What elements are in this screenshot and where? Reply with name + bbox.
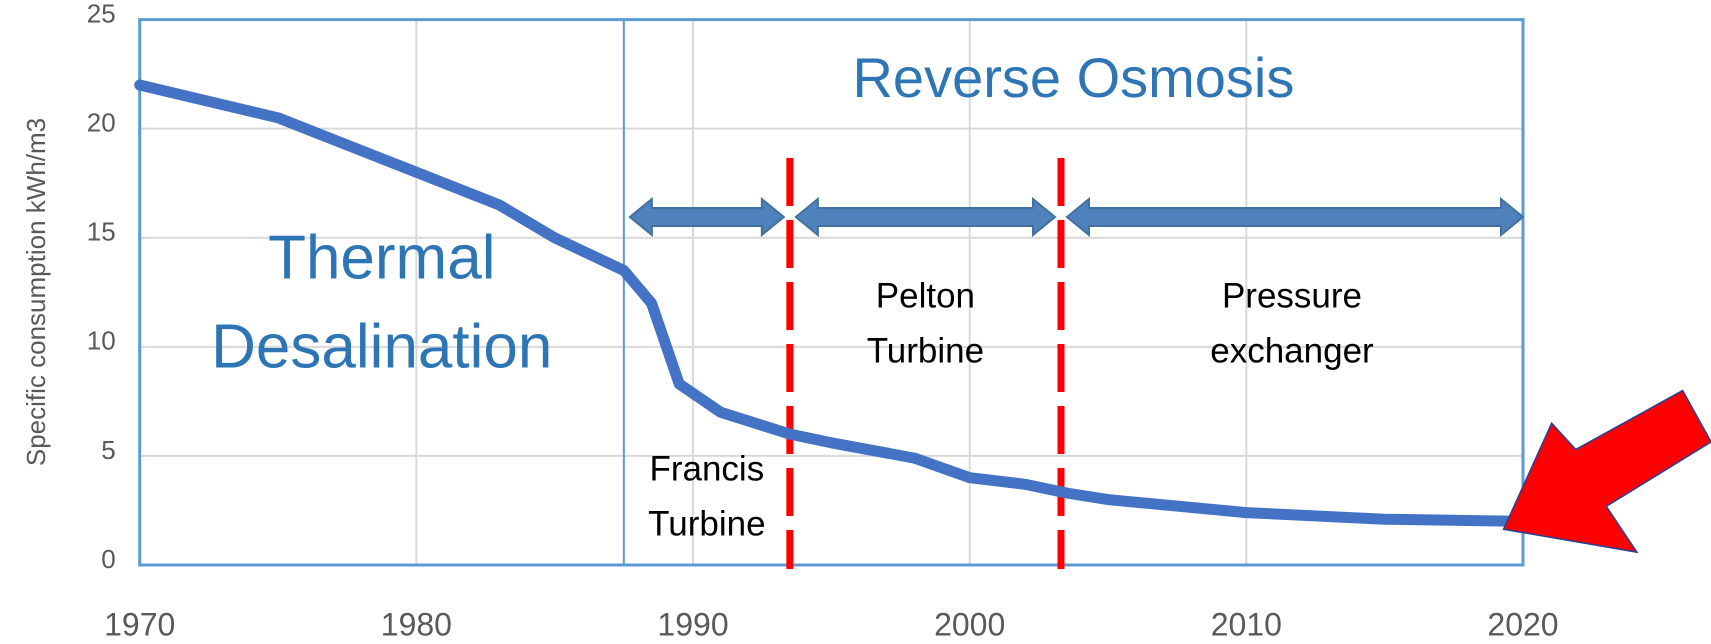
x-tick-label: 1970 bbox=[104, 606, 175, 642]
stage-label: Francis bbox=[649, 449, 764, 488]
x-tick-label: 2010 bbox=[1211, 606, 1282, 642]
y-tick-label: 25 bbox=[87, 0, 116, 28]
stage-label: Turbine bbox=[648, 504, 765, 543]
data-line bbox=[134, 79, 1529, 527]
era-label: Reverse Osmosis bbox=[852, 46, 1294, 109]
x-tick-label: 2020 bbox=[1487, 606, 1558, 642]
stage-label: Pressure bbox=[1222, 276, 1362, 315]
stage-label: exchanger bbox=[1210, 331, 1374, 370]
stage-arrow bbox=[628, 196, 786, 238]
era-label: Thermal bbox=[268, 223, 495, 292]
y-tick-label: 10 bbox=[87, 326, 116, 356]
plot-frame bbox=[138, 18, 1525, 567]
pointer-arrow bbox=[1502, 389, 1711, 554]
era-label: Desalination bbox=[211, 312, 552, 381]
y-axis-label: Specific consumption kWh/m3 bbox=[21, 118, 51, 466]
x-tick-label: 1990 bbox=[657, 606, 728, 642]
y-tick-label: 0 bbox=[101, 544, 115, 574]
y-tick-label: 5 bbox=[101, 435, 115, 465]
y-tick-label: 20 bbox=[87, 108, 116, 138]
stage-arrow bbox=[794, 196, 1057, 238]
x-tick-label: 2000 bbox=[934, 606, 1005, 642]
stage-arrow bbox=[1065, 196, 1525, 238]
stage-label: Pelton bbox=[876, 276, 975, 315]
y-tick-label: 15 bbox=[87, 217, 116, 247]
stage-label: Turbine bbox=[867, 331, 984, 370]
x-tick-label: 1980 bbox=[381, 606, 452, 642]
